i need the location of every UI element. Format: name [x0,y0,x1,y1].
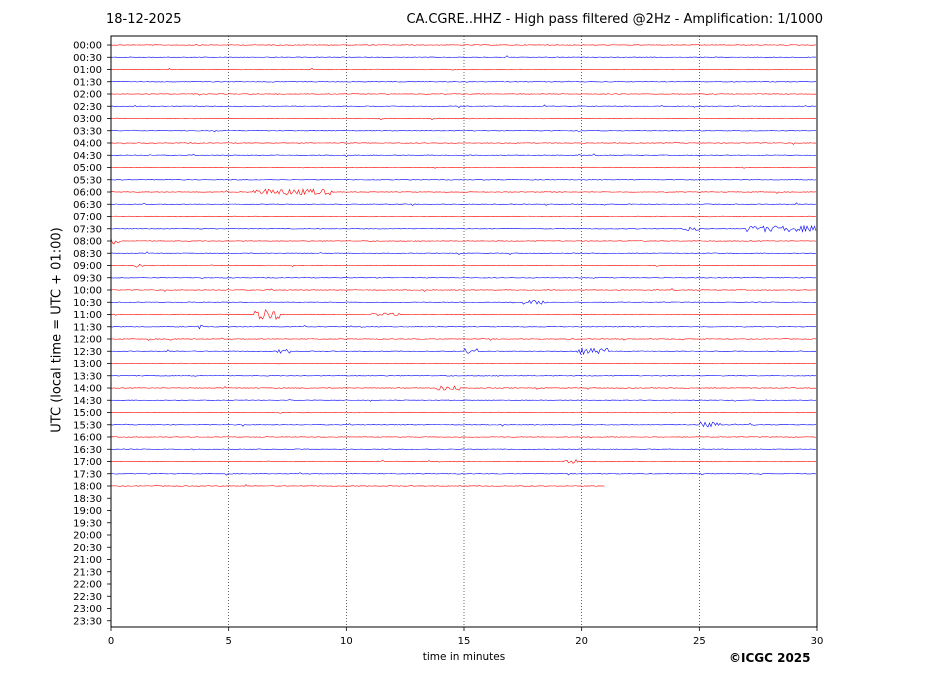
trace-row-1130 [110,324,817,330]
y-tick-label: 06:00 [73,188,102,199]
y-tick-label: 11:00 [73,310,102,321]
y-tick-label: 15:30 [73,420,102,431]
y-tick-label: 20:00 [73,531,102,542]
y-tick-label: 01:30 [73,77,102,88]
y-tick-label: 02:00 [73,90,102,101]
y-tick-label: 21:30 [73,567,102,578]
trace-row-1530 [110,421,817,428]
trace-row-0530 [110,179,817,181]
y-tick-label: 17:30 [73,469,102,480]
y-tick-label: 16:00 [73,433,102,444]
trace-row-1800 [110,484,605,487]
x-tick-label: 30 [811,636,824,647]
x-tick-label: 5 [225,636,231,647]
x-tick-label: 0 [108,636,114,647]
trace-row-1500 [110,411,817,414]
trace-row-0800 [110,238,817,245]
y-tick-label: 23:30 [73,616,102,627]
y-tick-label: 04:00 [73,139,102,150]
trace-row-1600 [110,436,816,439]
trace-row-1030 [110,299,817,305]
plot-frame [110,35,818,628]
y-tick-label: 00:30 [73,53,102,64]
x-axis-label: time in minutes [422,651,506,663]
y-tick-label: 04:30 [73,151,102,162]
y-tick-label: 10:00 [73,286,102,297]
x-tick-label: 10 [340,636,353,647]
y-tick-label: 14:00 [73,384,102,395]
trace-row-1330 [110,375,817,377]
x-tick-label: 20 [575,636,588,647]
y-tick-label: 02:30 [73,102,102,113]
trace-row-1430 [110,399,817,402]
trace-row-1300 [110,362,817,365]
y-tick-label: 22:30 [73,592,102,603]
trace-row-1230 [110,347,817,356]
y-tick-label: 06:30 [73,200,102,211]
trace-row-0700 [110,215,817,218]
y-tick-label: 19:00 [73,506,102,517]
y-tick-label: 17:00 [73,457,102,468]
trace-row-1730 [110,472,817,476]
y-tick-label: 13:00 [73,359,102,370]
trace-row-0400 [110,142,817,145]
y-tick-label: 21:00 [73,555,102,566]
trace-row-0030 [110,55,817,58]
y-tick-label: 16:30 [73,445,102,456]
y-tick-label: 12:00 [73,335,102,346]
x-tick-label: 15 [458,636,471,647]
trace-row-0630 [110,202,817,206]
trace-row-0100 [110,67,817,71]
trace-row-1630 [110,448,817,451]
y-tick-label: 13:30 [73,371,102,382]
trace-row-1100 [110,309,817,321]
copyright-label: ©ICGC 2025 [729,651,811,665]
y-tick-label: 19:30 [73,518,102,529]
trace-row-0830 [110,251,817,255]
trace-row-0130 [110,80,817,83]
y-tick-label: 14:30 [73,396,102,407]
y-tick-label: 11:30 [73,322,102,333]
y-tick-label: 05:00 [73,163,102,174]
y-tick-label: 09:00 [73,261,102,272]
y-axis-label: UTC (local time = UTC + 01:00) [49,227,65,433]
y-tick-label: 23:00 [73,604,102,615]
trace-row-0600 [110,188,817,196]
y-tick-label: 10:30 [73,298,102,309]
chart-title: CA.CGRE..HHZ - High pass filtered @2Hz -… [406,12,823,27]
y-tick-label: 03:00 [73,114,102,125]
y-tick-label: 07:30 [73,224,102,235]
y-tick-label: 09:30 [73,273,102,284]
y-tick-label: 00:00 [73,41,102,52]
trace-row-0730 [110,224,817,233]
y-tick-label: 20:30 [73,543,102,554]
y-tick-label: 08:00 [73,237,102,248]
trace-row-0430 [110,153,817,158]
y-tick-label: 03:30 [73,126,102,137]
trace-row-0900 [110,263,817,268]
trace-row-1700 [110,459,817,464]
y-tick-label: 18:00 [73,482,102,493]
trace-row-1200 [110,337,817,341]
trace-row-0330 [110,129,817,133]
trace-row-1400 [110,385,817,391]
trace-row-1000 [110,288,817,292]
trace-row-0300 [110,117,817,121]
x-tick-label: 25 [693,636,706,647]
y-tick-label: 12:30 [73,347,102,358]
y-tick-label: 07:00 [73,212,102,223]
trace-row-0500 [110,166,817,169]
y-tick-label: 01:00 [73,65,102,76]
y-tick-label: 18:30 [73,494,102,505]
y-tick-label: 08:30 [73,249,102,260]
y-tick-label: 22:00 [73,580,102,591]
y-tick-label: 05:30 [73,175,102,186]
trace-row-0230 [110,104,817,108]
trace-row-0930 [110,276,817,280]
y-tick-label: 15:00 [73,408,102,419]
trace-row-0200 [110,93,817,96]
trace-row-0000 [110,44,817,46]
date-label: 18-12-2025 [106,12,182,27]
